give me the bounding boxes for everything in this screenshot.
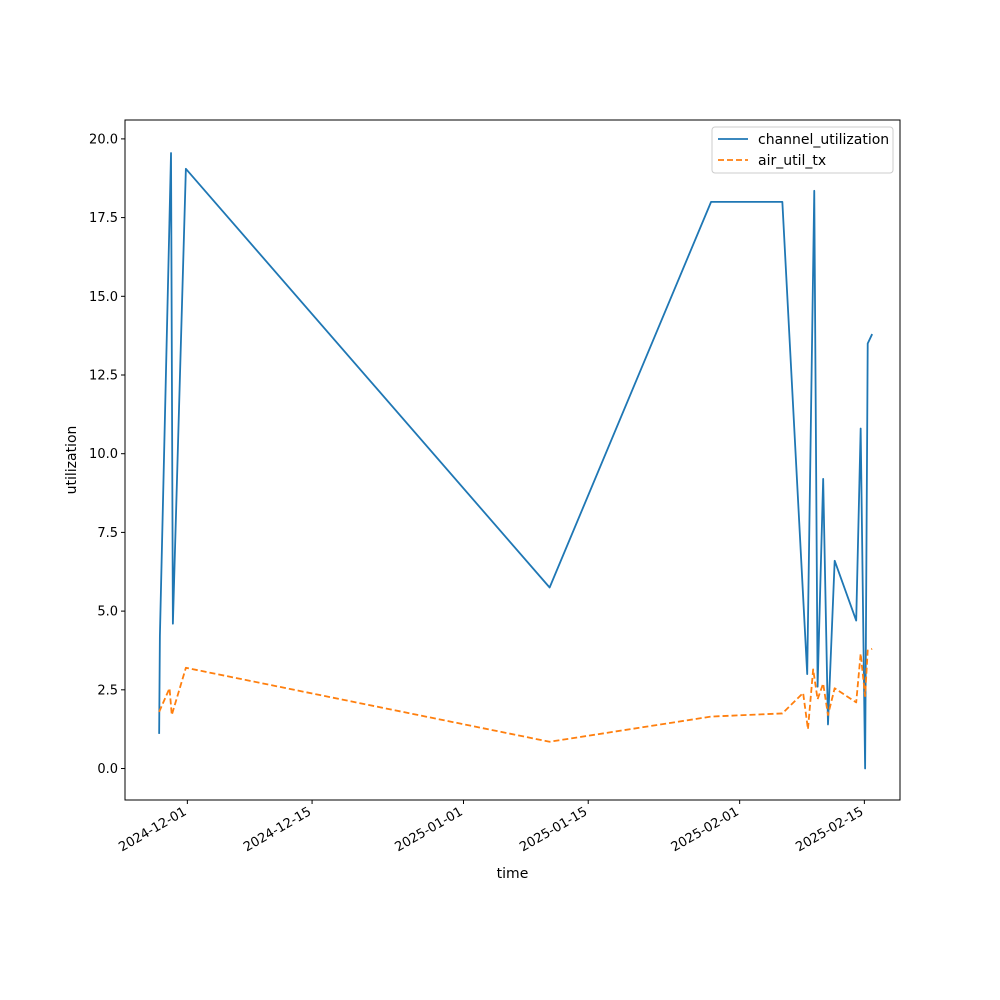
y-tick-label: 7.5 [97, 526, 118, 541]
y-axis-label: utilization [64, 426, 80, 495]
legend: channel_utilization air_util_tx [711, 126, 894, 174]
legend-box [711, 126, 894, 174]
y-tick-label: 15.0 [89, 290, 118, 305]
y-tick-label: 2.5 [97, 683, 118, 698]
y-tick-label: 0.0 [97, 762, 118, 777]
x-axis-label: time [497, 866, 529, 882]
y-tick-label: 12.5 [89, 369, 118, 384]
y-tick-label: 17.5 [89, 211, 118, 226]
series-line-channel_utilization [158, 152, 873, 770]
plot-layer [158, 152, 873, 770]
series-line-air_util_tx [158, 648, 873, 743]
legend-label-air_util_tx: air_util_tx [758, 153, 826, 169]
plot-frame [124, 119, 901, 801]
y-tick-label: 10.0 [89, 447, 118, 462]
legend-label-channel_utilization: channel_utilization [758, 132, 889, 148]
y-tick-label: 20.0 [89, 132, 118, 147]
y-tick-label: 5.0 [97, 605, 118, 620]
